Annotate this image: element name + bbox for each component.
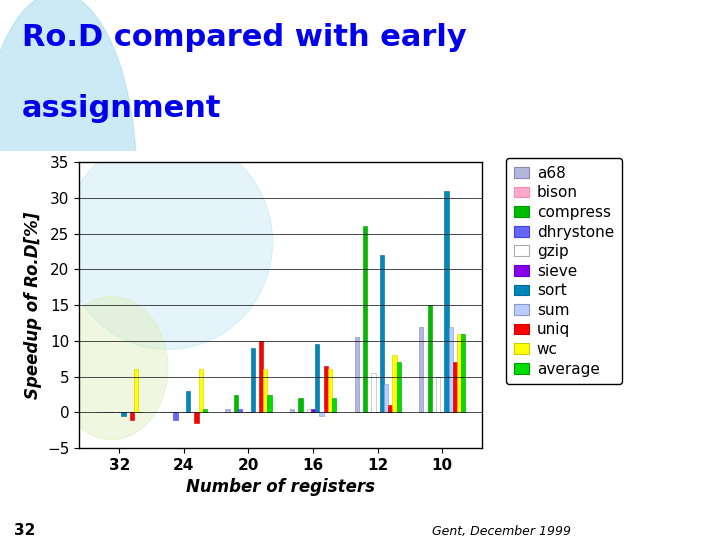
Bar: [307, 409, 311, 413]
Bar: [225, 409, 230, 413]
Bar: [355, 338, 359, 413]
Bar: [449, 327, 453, 413]
Bar: [436, 377, 440, 413]
Bar: [311, 409, 315, 413]
X-axis label: Number of registers: Number of registers: [186, 478, 375, 496]
Bar: [203, 409, 207, 413]
Bar: [298, 398, 302, 413]
Bar: [130, 413, 134, 420]
Bar: [134, 369, 138, 413]
Text: assignment: assignment: [22, 94, 221, 123]
Ellipse shape: [63, 135, 273, 349]
Bar: [444, 191, 449, 413]
Bar: [194, 413, 199, 423]
Bar: [122, 413, 125, 416]
Bar: [397, 362, 401, 413]
Bar: [199, 369, 203, 413]
Legend: a68, bison, compress, dhrystone, gzip, sieve, sort, sum, uniq, wc, average: a68, bison, compress, dhrystone, gzip, s…: [506, 158, 621, 384]
Bar: [315, 345, 320, 413]
Bar: [320, 413, 323, 416]
Bar: [174, 413, 178, 420]
Bar: [234, 395, 238, 413]
Bar: [238, 409, 242, 413]
Bar: [259, 341, 264, 413]
Bar: [264, 369, 267, 413]
Bar: [388, 405, 392, 413]
Bar: [267, 395, 271, 413]
Text: 32: 32: [14, 523, 36, 538]
Bar: [462, 334, 465, 413]
Text: Ro.D compared with early: Ro.D compared with early: [22, 23, 467, 52]
Bar: [332, 398, 336, 413]
Bar: [419, 327, 423, 413]
Text: Gent, December 1999: Gent, December 1999: [432, 524, 571, 538]
Ellipse shape: [0, 0, 137, 370]
Bar: [392, 355, 397, 413]
Bar: [457, 334, 462, 413]
Bar: [372, 373, 376, 413]
Y-axis label: Speedup of Ro.D[%]: Speedup of Ro.D[%]: [24, 212, 42, 399]
Bar: [290, 409, 294, 413]
Bar: [428, 305, 432, 413]
Bar: [363, 226, 367, 413]
Bar: [328, 369, 332, 413]
Bar: [453, 362, 457, 413]
Bar: [323, 366, 328, 413]
Bar: [380, 255, 384, 413]
Bar: [186, 391, 190, 413]
Bar: [384, 384, 388, 413]
Bar: [251, 348, 255, 413]
Ellipse shape: [55, 296, 168, 440]
